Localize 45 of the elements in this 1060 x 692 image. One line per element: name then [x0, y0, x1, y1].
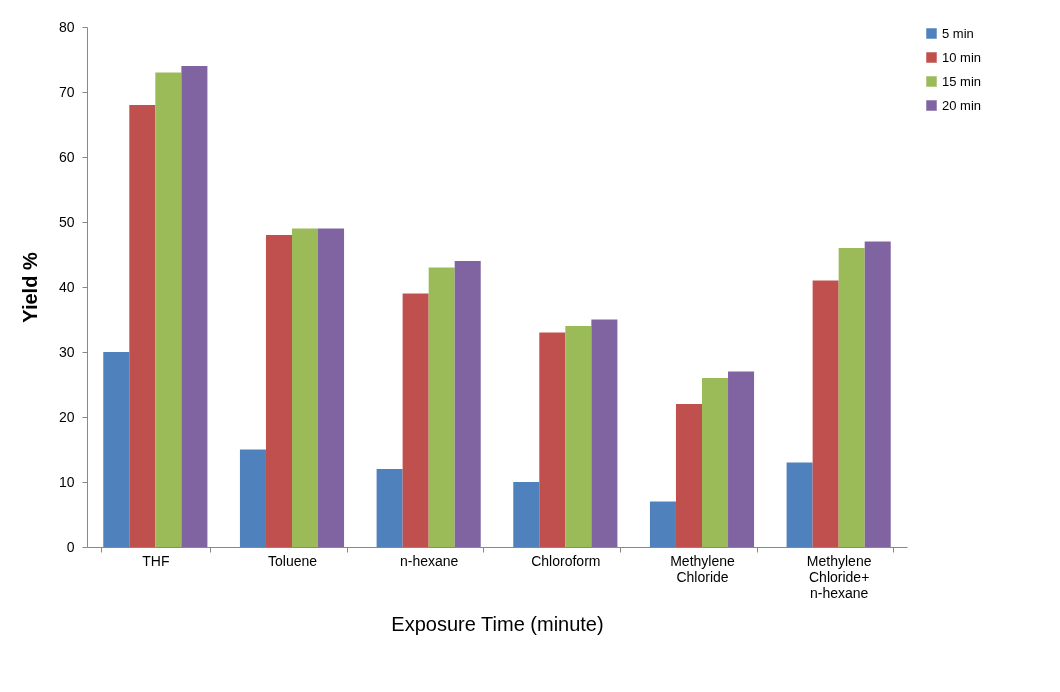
bar — [428, 267, 455, 547]
y-tick-label: 50 — [58, 213, 75, 230]
x-tick-label: Chloroform — [531, 552, 601, 569]
bar — [292, 228, 319, 547]
x-tick-label: Toluene — [267, 552, 318, 569]
y-tick-label: 30 — [58, 343, 75, 360]
x-tick-label: Methylene Chloride — [670, 552, 736, 585]
bar — [318, 228, 345, 547]
bar — [591, 319, 618, 547]
bar — [565, 326, 592, 547]
y-tick-label: 40 — [58, 278, 75, 295]
bar — [513, 482, 540, 547]
x-tick-label: Methylene Chloride+ n-hexane — [806, 552, 872, 601]
bar — [675, 404, 702, 547]
x-tick-label: n-hexane — [399, 552, 459, 569]
bar — [376, 469, 403, 547]
x-tick-label: THF — [142, 552, 170, 569]
bar — [786, 462, 813, 547]
y-tick-label: 70 — [58, 83, 75, 100]
bar — [155, 72, 182, 547]
bar — [649, 501, 676, 547]
bar — [838, 248, 865, 547]
bar — [864, 241, 891, 547]
y-tick-label: 10 — [58, 473, 75, 490]
bar — [454, 261, 481, 547]
bar — [812, 280, 839, 547]
y-axis-title: Yield % — [18, 252, 41, 323]
bar — [103, 352, 130, 547]
y-tick-label: 20 — [58, 408, 75, 425]
bar — [265, 235, 292, 547]
bar — [702, 378, 729, 547]
bar — [728, 371, 755, 547]
legend-label: 5 min — [942, 25, 974, 41]
bar — [239, 449, 266, 547]
y-tick-label: 80 — [58, 18, 75, 35]
y-tick-label: 60 — [58, 148, 75, 165]
bar — [129, 105, 156, 547]
legend-label: 15 min — [942, 73, 982, 89]
bar — [402, 293, 429, 547]
legend-label: 20 min — [942, 97, 982, 113]
x-axis-title: Exposure Time (minute) — [391, 612, 604, 635]
bar — [539, 332, 566, 547]
legend-label: 10 min — [942, 49, 982, 65]
bar — [181, 66, 208, 547]
y-tick-label: 0 — [66, 538, 75, 555]
